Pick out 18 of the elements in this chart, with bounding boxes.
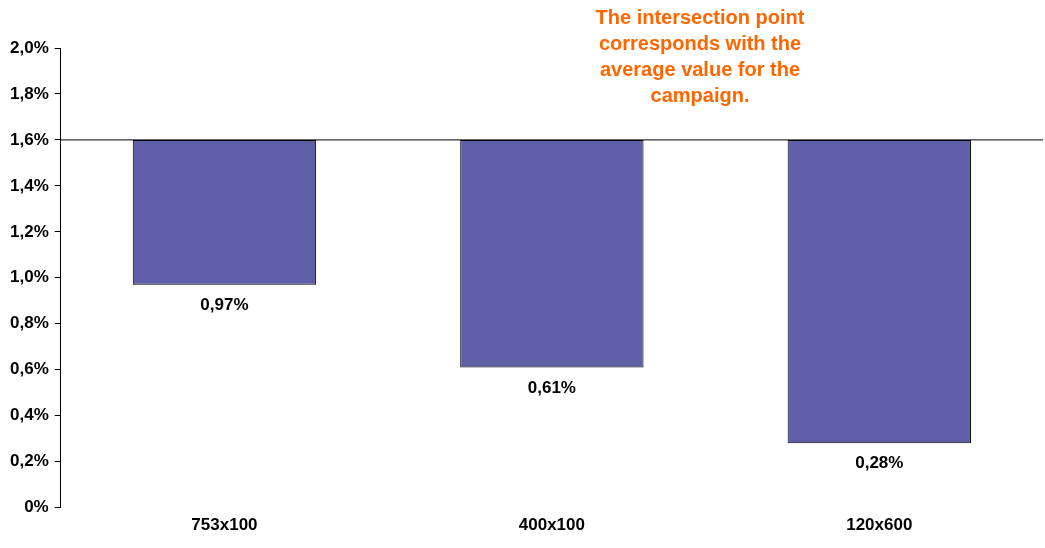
x-tick-label: 120x600 xyxy=(846,515,913,535)
y-tick-label: 1,4% xyxy=(10,175,49,195)
data-label: 0,97% xyxy=(200,294,249,314)
y-tick-label: 1,8% xyxy=(10,83,49,103)
annotation: The intersection point corresponds with the average value for the campaign. xyxy=(595,5,805,106)
y-tick-label: 0,4% xyxy=(10,405,49,425)
y-tick-label: 0,2% xyxy=(10,451,49,471)
y-tick-label: 0,6% xyxy=(10,359,49,379)
x-tick-label: 400x100 xyxy=(518,515,585,535)
y-tick-label: 1,0% xyxy=(10,267,49,287)
data-label: 0,28% xyxy=(855,453,904,473)
y-tick-label: 0,8% xyxy=(10,313,49,333)
y-tick-label: 0% xyxy=(24,497,49,517)
x-tick-label: 753x100 xyxy=(191,515,258,535)
data-label: 0,61% xyxy=(527,377,576,397)
y-tick-label: 1,2% xyxy=(10,221,49,241)
y-tick-label: 2,0% xyxy=(10,37,49,57)
y-tick-label: 1,6% xyxy=(10,129,49,149)
